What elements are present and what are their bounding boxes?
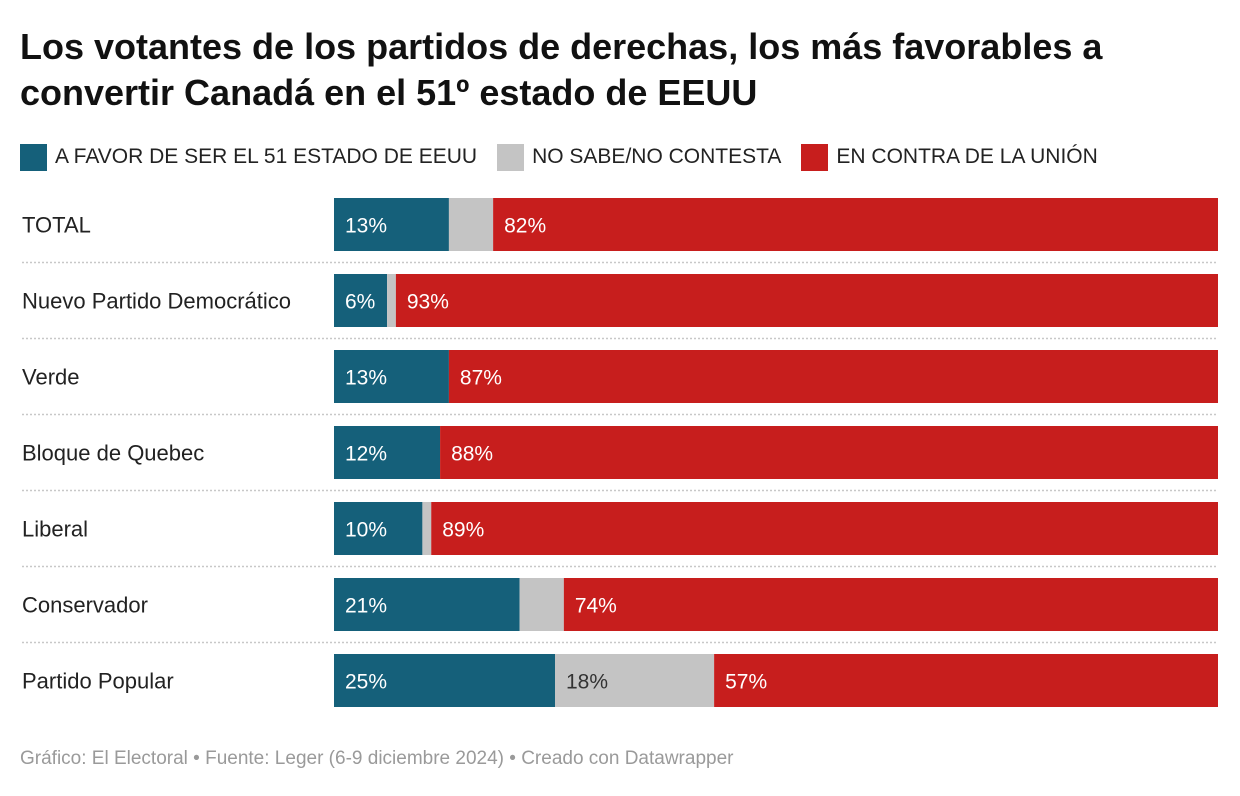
legend-label-contra: EN CONTRA DE LA UNIÓN (836, 145, 1098, 168)
category-label: Partido Popular (22, 669, 174, 694)
bar-segment (563, 578, 1218, 631)
data-label: 12% (345, 443, 387, 466)
bar-segment (448, 198, 494, 251)
data-label: 82% (504, 215, 546, 238)
bar-segment (334, 502, 423, 555)
bar-segment (334, 350, 449, 403)
data-label: 93% (407, 291, 449, 314)
data-label: 10% (345, 519, 387, 542)
legend-item-favor: A FAVOR DE SER EL 51 ESTADO DE EEUU (20, 143, 478, 171)
legend-item-nsnc: NO SABE/NO CONTESTA (497, 143, 782, 171)
category-label: Liberal (22, 517, 88, 542)
data-label: 74% (575, 595, 617, 618)
legend: A FAVOR DE SER EL 51 ESTADO DE EEUU NO S… (20, 142, 1098, 172)
legend-label-nsnc: NO SABE/NO CONTESTA (532, 145, 782, 168)
bar-segment (440, 426, 1219, 479)
bar-segment (714, 654, 1218, 707)
data-label: 6% (345, 291, 375, 314)
bar-segment (555, 654, 715, 707)
bar-segment (334, 426, 441, 479)
data-label: 13% (345, 367, 387, 390)
data-label: 89% (442, 519, 484, 542)
chart-footer: Gráfico: El Electoral • Fuente: Leger (6… (20, 748, 734, 769)
category-label: Nuevo Partido Democrático (22, 289, 291, 314)
bar-segment (334, 198, 449, 251)
bar-segment (334, 654, 555, 707)
chart-title: Los votantes de los partidos de derechas… (20, 26, 1103, 113)
category-label: Conservador (22, 593, 148, 618)
bar-segment (334, 274, 388, 327)
bar-segment (422, 502, 432, 555)
category-label: Verde (22, 365, 80, 390)
data-label: 57% (725, 671, 767, 694)
bar-segment (431, 502, 1218, 555)
bar-segment (334, 578, 520, 631)
category-label: Bloque de Quebec (22, 441, 204, 466)
bar-segment (387, 274, 396, 327)
bar-segment (493, 198, 1218, 251)
bar-segment (395, 274, 1218, 327)
bar-segment (448, 350, 1218, 403)
bar-segment (519, 578, 564, 631)
data-label: 21% (345, 595, 387, 618)
data-label: 87% (460, 367, 502, 390)
legend-swatch-nsnc (497, 143, 525, 171)
data-label: 88% (451, 443, 493, 466)
legend-item-contra: EN CONTRA DE LA UNIÓN (801, 143, 1098, 171)
category-label: TOTAL (22, 213, 91, 238)
legend-label-favor: A FAVOR DE SER EL 51 ESTADO DE EEUU (55, 145, 478, 168)
legend-swatch-contra (801, 143, 829, 171)
legend-swatch-favor (20, 143, 47, 171)
data-label: 25% (345, 671, 387, 694)
data-label: 18% (566, 671, 608, 694)
data-label: 13% (345, 215, 387, 238)
